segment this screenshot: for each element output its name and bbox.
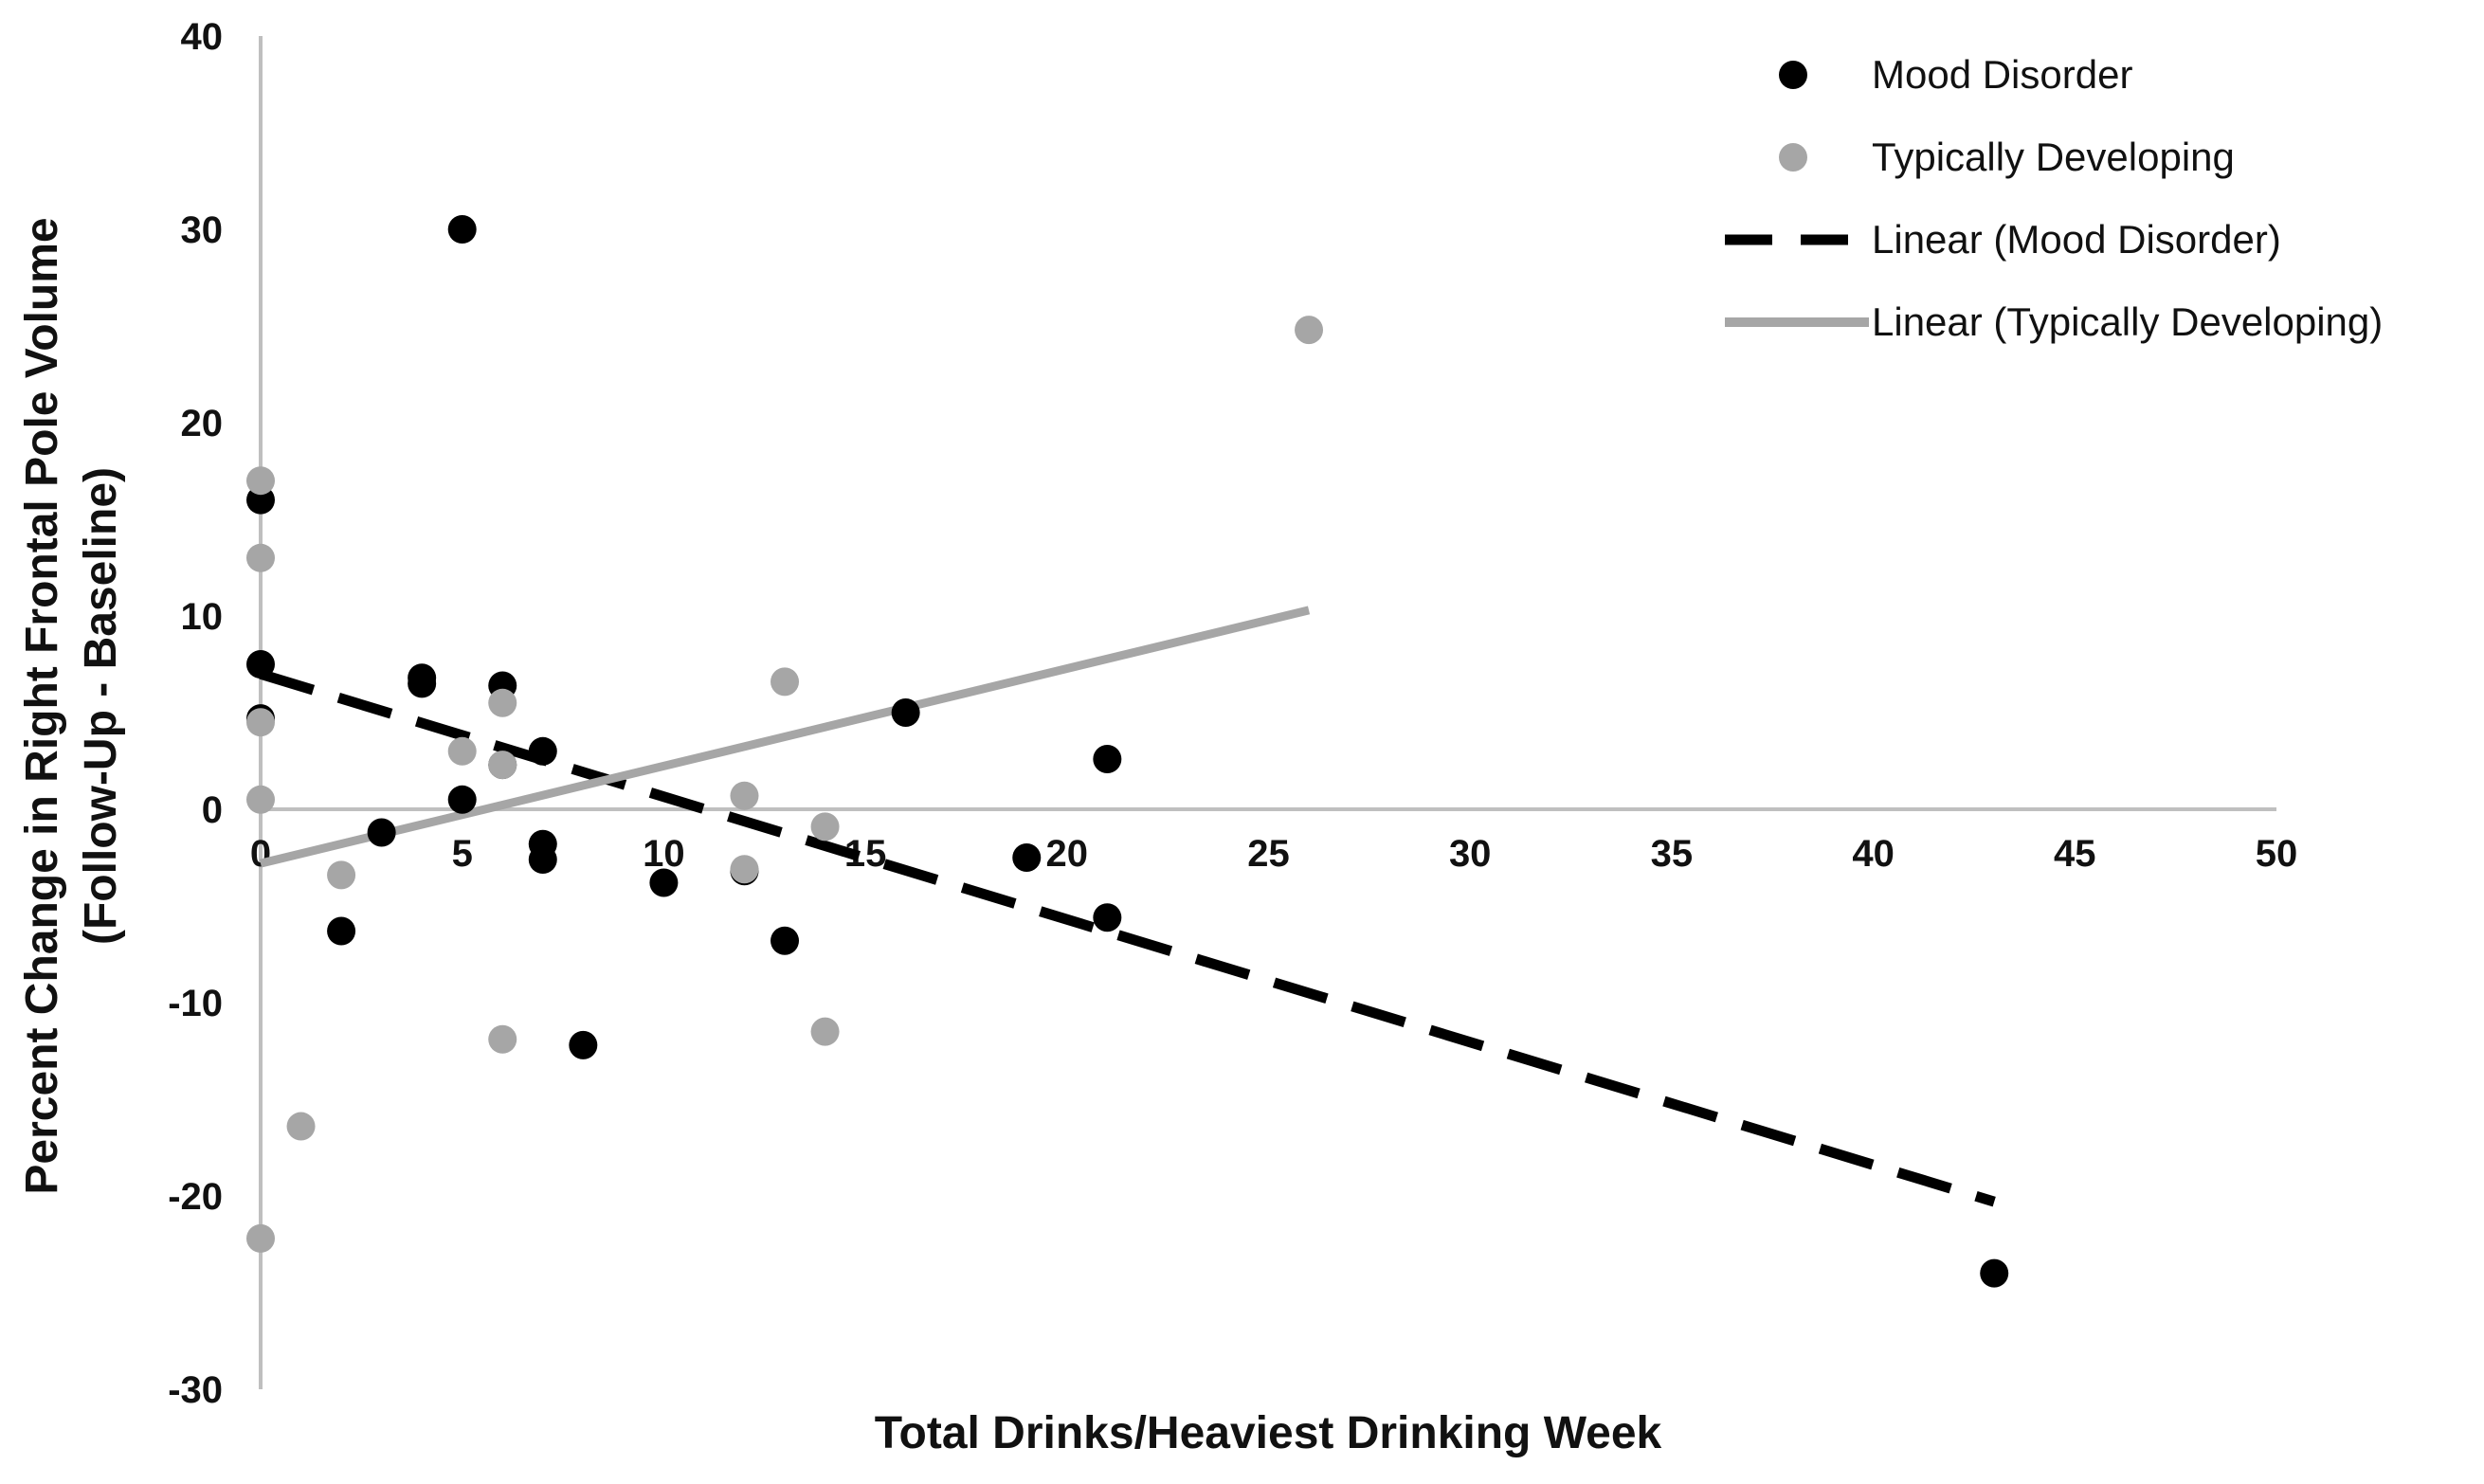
y-tick-label: 30 [181,209,224,251]
point-mood-disorder [1093,744,1122,773]
legend-marker [1779,143,1807,172]
y-tick-label: 40 [181,16,224,58]
legend-label: Mood Disorder [1872,52,2132,97]
point-mood-disorder [891,698,920,727]
x-tick-label: 45 [2054,833,2096,875]
point-mood-disorder [246,650,275,679]
x-tick-label: 25 [1247,833,1290,875]
trendline-typically-developing [259,606,1311,868]
point-typically-developing [246,543,275,572]
y-axis-title: Percent Change in Right Frontal Pole Vol… [17,217,126,1194]
trendline-mood-disorder [259,668,1996,1207]
point-mood-disorder [447,785,477,814]
point-mood-disorder [367,818,396,847]
point-typically-developing [810,1017,840,1046]
point-typically-developing [730,855,759,884]
x-tick-label: 50 [2256,833,2298,875]
point-mood-disorder [569,1030,598,1059]
y-tick-label: 10 [181,596,224,638]
x-tick-label: 0 [250,833,271,875]
y-tick-label: -30 [168,1369,223,1411]
point-typically-developing [1295,316,1324,345]
data-points [246,215,2009,1288]
y-tick-label: 20 [181,403,224,444]
point-typically-developing [771,667,800,697]
point-typically-developing [730,781,759,810]
point-typically-developing [246,708,275,737]
x-tick-labels: 0 5 10 15 20 25 30 35 40 45 50 [250,833,2297,875]
x-tick-label: 35 [1651,833,1694,875]
legend-label: Linear (Mood Disorder) [1872,217,2281,262]
legend-marker [1779,61,1807,89]
y-tick-label: -20 [168,1176,223,1218]
x-tick-label: 30 [1449,833,1492,875]
point-typically-developing [246,1223,275,1253]
legend-label: Typically Developing [1872,135,2235,179]
point-mood-disorder [528,736,557,766]
y-tick-label: -10 [168,983,223,1024]
point-mood-disorder [1012,843,1042,872]
y-tick-label: 0 [202,789,223,831]
point-typically-developing [488,751,517,780]
point-mood-disorder [771,926,800,955]
point-mood-disorder [528,845,557,875]
point-typically-developing [447,736,477,766]
y-axis-title-line1: Percent Change in Right Frontal Pole Vol… [17,217,67,1194]
point-mood-disorder [1980,1258,2009,1288]
point-typically-developing [327,860,356,890]
point-mood-disorder [408,669,437,698]
x-axis-title: Total Drinks/Heaviest Drinking Week [875,1408,1662,1458]
x-tick-label: 5 [452,833,473,875]
x-tick-label: 20 [1046,833,1089,875]
y-axis-title-line2: (Follow-Up - Baseline) [76,467,126,945]
point-typically-developing [810,812,840,842]
legend-label: Linear (Typically Developing) [1872,299,2383,344]
point-mood-disorder [447,215,477,244]
point-typically-developing [488,688,517,717]
point-mood-disorder [327,916,356,946]
point-typically-developing [488,1024,517,1054]
point-typically-developing [246,466,275,496]
legend: Mood Disorder Typically Developing Linear … [1725,52,2383,344]
point-mood-disorder [1093,903,1122,932]
point-mood-disorder [649,868,679,897]
y-tick-labels: -30 -20 -10 0 10 20 30 40 [168,16,223,1411]
x-tick-label: 40 [1852,833,1895,875]
point-typically-developing [286,1112,316,1141]
trendlines [259,606,1996,1207]
point-typically-developing [246,785,275,814]
x-tick-label: 10 [643,833,685,875]
